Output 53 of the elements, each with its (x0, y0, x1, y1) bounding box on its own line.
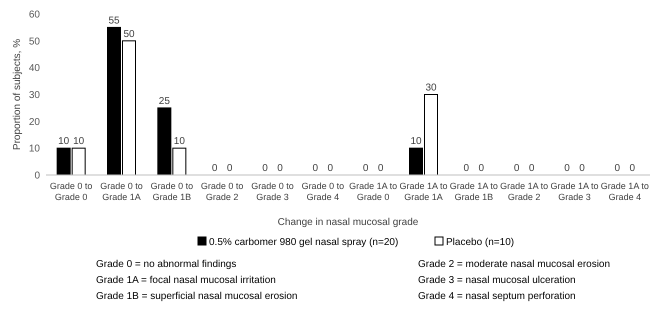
text: Grade 4 = nasal septum perforation (418, 291, 576, 302)
data-label: 10 (73, 136, 85, 148)
data-label: 0 (312, 163, 319, 174)
data-label: 0 (262, 163, 268, 174)
y-tick-label: 40 (28, 63, 40, 74)
data-label: 50 (123, 28, 135, 40)
y-axis-title: Proportion of subjects, % (12, 38, 23, 150)
y-tick-label: 20 (28, 116, 40, 128)
data-label: 0 (378, 163, 384, 174)
data-label: 0 (514, 163, 520, 174)
x-tick-label: Grade 1A to Grade 0 (349, 181, 398, 202)
y-tick-label: 50 (28, 36, 40, 48)
text: Grade 1A = focal nasal mucosal irritation (96, 275, 276, 286)
x-tick-label: Grade 0 to Grade 2 (200, 181, 244, 202)
x-tick-label: Grade 0 to Grade 1A (100, 181, 143, 202)
data-label: 55 (108, 15, 120, 26)
x-tick-label: Grade 0 to Grade 0 (50, 181, 92, 202)
text: Grade 3 = nasal mucosal ulceration (418, 275, 576, 286)
data-label: 10 (174, 136, 186, 148)
x-tick-label: Grade 1A to Grade 2 (500, 181, 548, 202)
data-label: 30 (425, 82, 437, 94)
data-label: 10 (58, 136, 70, 148)
x-tick-label: Grade 0 to Grade 3 (251, 181, 294, 202)
x-tick-label: Grade 1A to Grade 1B (450, 181, 498, 202)
legend-label: Placebo (n=10) (446, 237, 514, 248)
y-tick-label: 0 (34, 170, 40, 182)
data-label: 0 (478, 163, 485, 174)
x-tick-label: Grade 1A to Grade 4 (600, 181, 649, 202)
data-label: 0 (277, 163, 284, 174)
x-tick-label: Grade 1A to Grade 3 (550, 181, 599, 202)
text: Grade 2 = moderate nasal mucosal erosion (418, 259, 610, 270)
data-label: 10 (410, 136, 422, 148)
x-tick-label: Grade 0 to Grade 1B (150, 181, 194, 202)
data-label: 0 (212, 163, 218, 174)
y-tick-label: 60 (28, 10, 40, 20)
data-label: 0 (579, 163, 586, 174)
data-label: 0 (328, 163, 334, 174)
data-label: 25 (158, 96, 170, 107)
data-label: 0 (630, 163, 636, 174)
data-label: 0 (528, 163, 535, 174)
data-label: 0 (226, 163, 233, 174)
y-tick-label: 30 (28, 90, 40, 101)
x-tick-label: Grade 0 to Grade 4 (302, 181, 344, 202)
legend-label: 0.5% carbomer 980 gel nasal spray (n=20) (209, 237, 398, 248)
data-label: 0 (464, 163, 470, 174)
x-axis-title: Change in nasal mucosal grade (278, 217, 419, 228)
x-tick-label: Grade 1A to Grade 1A (399, 181, 448, 202)
y-tick-label: 10 (28, 144, 40, 155)
text: Grade 1B = superficial nasal mucosal erosion (96, 291, 298, 302)
data-label: 0 (362, 163, 369, 174)
data-label: 0 (614, 163, 621, 174)
data-label: 0 (564, 163, 570, 174)
text: Grade 0 = no abnormal findings (96, 259, 236, 270)
